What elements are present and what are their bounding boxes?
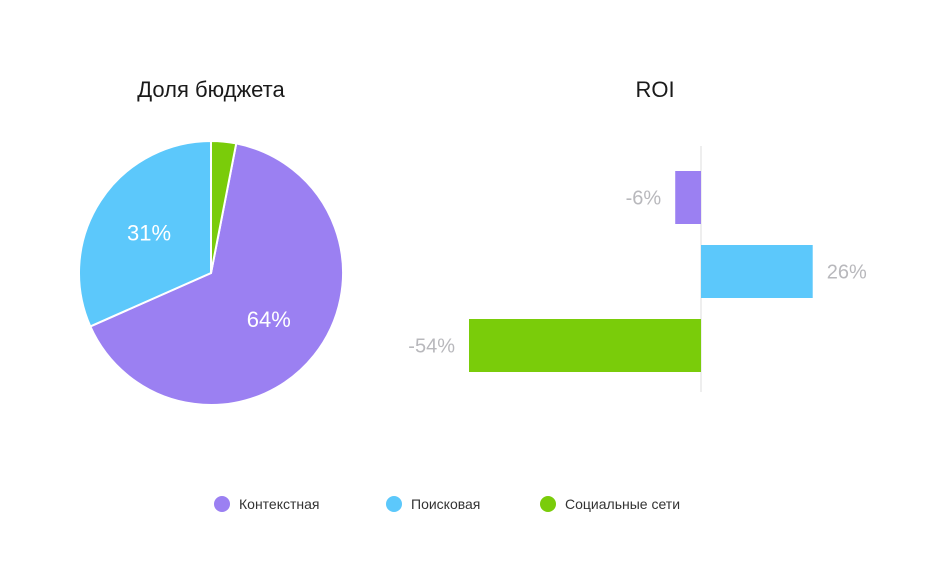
pie-slice-1 <box>88 142 344 406</box>
legend: Контекстная Поисковая Социальные сети <box>214 496 680 512</box>
legend-label: Поисковая <box>411 496 480 512</box>
bar-value-label: -54% <box>408 336 455 358</box>
bar-3 <box>469 319 701 372</box>
pie-slice-3 <box>210 139 238 274</box>
legend-swatch <box>214 496 230 512</box>
pie-chart-title: Доля бюджета <box>137 77 285 102</box>
pie-slice-label: 31% <box>127 221 171 246</box>
bar-value-label: 26% <box>827 262 867 284</box>
bar-1 <box>675 171 701 224</box>
legend-label: Социальные сети <box>565 496 680 512</box>
legend-swatch <box>540 496 556 512</box>
pie-slice-label: 64% <box>247 307 291 332</box>
pie-slice-2 <box>78 139 212 328</box>
legend-swatch <box>386 496 402 512</box>
bar-chart: -6% 26% -54% <box>408 146 867 392</box>
pie-chart: 64% 31% <box>78 139 344 406</box>
bar-2 <box>701 245 813 298</box>
bar-value-label: -6% <box>626 188 662 210</box>
bar-chart-title: ROI <box>635 77 674 102</box>
legend-label: Контекстная <box>239 496 320 512</box>
